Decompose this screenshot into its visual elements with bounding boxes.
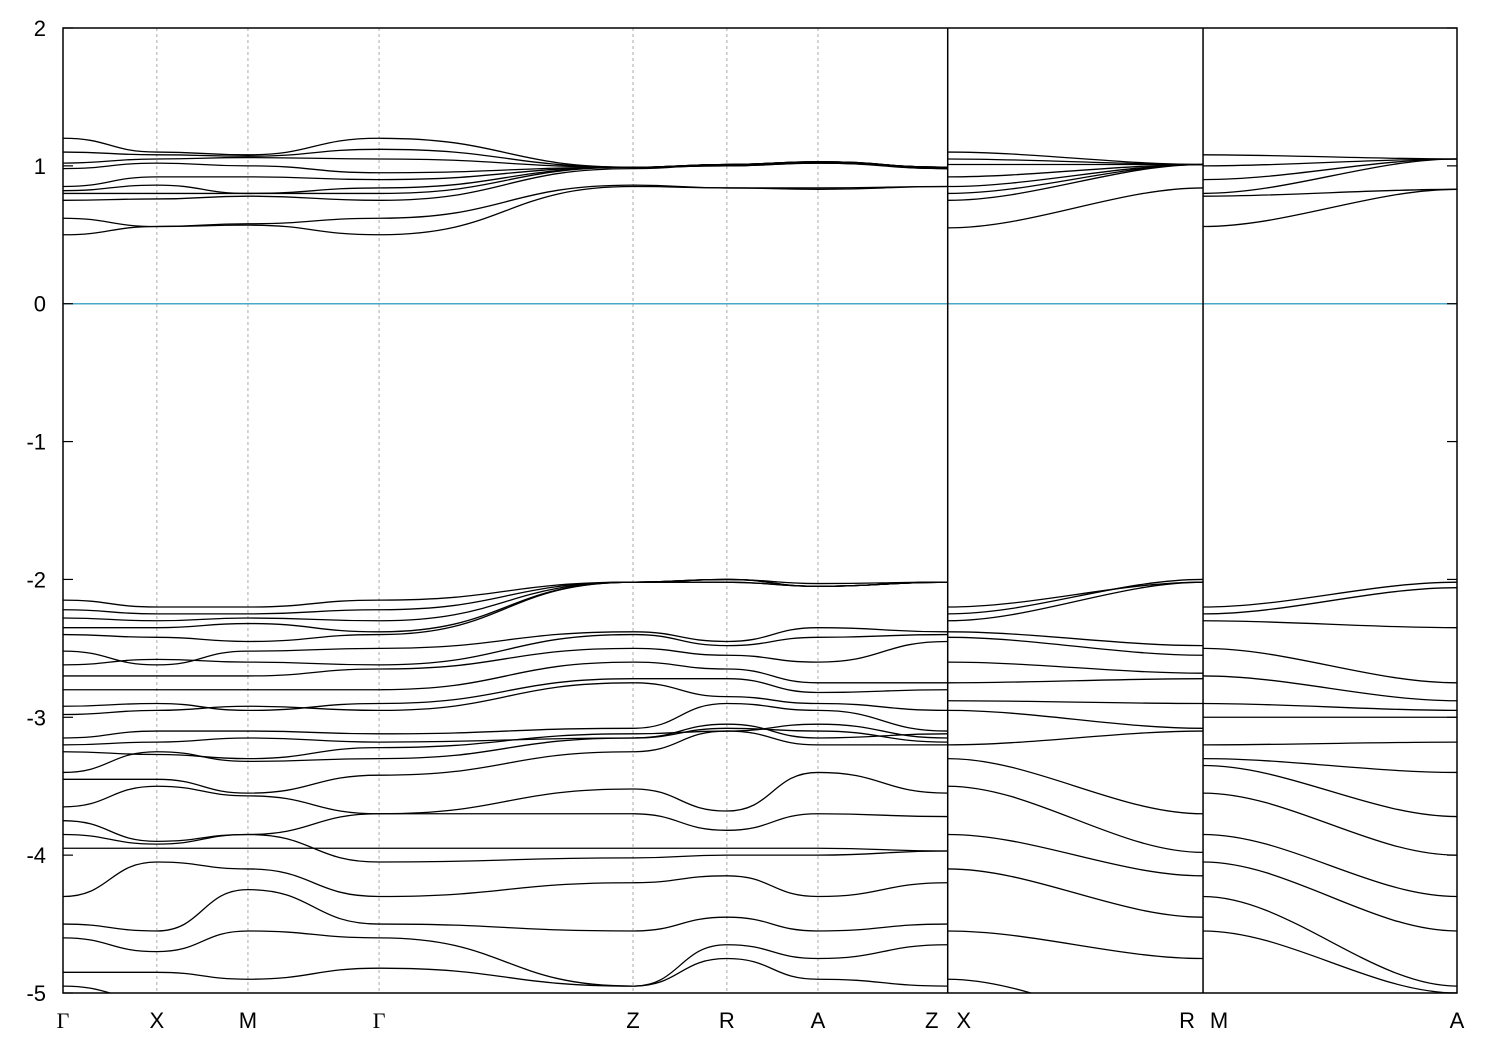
band-lines	[63, 137, 1457, 993]
band-line	[63, 730, 948, 794]
band-line	[1203, 620, 1457, 629]
band-line	[63, 640, 948, 677]
band-line	[947, 187, 1204, 229]
band-line	[1203, 741, 1457, 746]
band-line	[1203, 792, 1457, 856]
y-tick-label: -1	[26, 430, 46, 455]
x-kpoint-label: X	[150, 1008, 165, 1033]
x-kpoint-label: Z	[925, 1008, 938, 1033]
band-line	[63, 627, 948, 666]
plot-frame	[62, 27, 1458, 994]
band-line	[1203, 702, 1457, 712]
band-line	[947, 631, 1204, 647]
y-tick-label: -5	[26, 981, 46, 1006]
band-line	[63, 723, 948, 746]
band-line	[947, 578, 1204, 615]
x-kpoint-label: R	[1179, 1008, 1195, 1033]
y-tick-label: 1	[34, 154, 46, 179]
band-line	[947, 700, 1204, 705]
y-tick-label: 2	[34, 16, 46, 41]
band-line	[947, 833, 1204, 877]
band-line	[63, 847, 948, 852]
band-line	[947, 730, 1204, 746]
band-line	[1203, 188, 1457, 197]
band-line	[947, 868, 1204, 918]
band-line	[1203, 895, 1457, 987]
x-kpoint-label: R	[719, 1008, 735, 1033]
band-line	[947, 661, 1204, 674]
band-line	[63, 771, 948, 815]
band-line	[63, 833, 948, 863]
y-tick-label: -4	[26, 843, 46, 868]
band-line	[63, 957, 948, 987]
band-line	[947, 581, 1204, 608]
band-line	[1203, 675, 1457, 702]
band-line	[947, 757, 1204, 815]
band-line	[1203, 757, 1457, 774]
band-line	[63, 137, 948, 170]
plot-border	[62, 27, 1458, 994]
band-line	[947, 151, 1204, 166]
x-kpoint-label: A	[811, 1008, 826, 1033]
band-line	[63, 727, 948, 774]
band-line	[63, 682, 948, 716]
band-line	[1203, 833, 1457, 898]
band-line	[1203, 581, 1457, 608]
y-tick-label: -2	[26, 567, 46, 592]
y-tick-label: 0	[34, 292, 46, 317]
band-line	[63, 184, 948, 228]
grid-lines	[156, 28, 819, 993]
band-line	[63, 661, 948, 691]
band-line	[63, 578, 948, 608]
y-axis-ticks: 2 1 0 -1 -2 -3 -4 -5	[26, 16, 1457, 1006]
x-kpoint-label: A	[1450, 1008, 1465, 1033]
band-line	[947, 709, 1204, 729]
band-line	[63, 930, 948, 987]
y-tick-label: -3	[26, 705, 46, 730]
x-kpoint-label: M	[1210, 1008, 1228, 1033]
x-kpoint-label: Z	[626, 1008, 639, 1033]
band-line	[1203, 647, 1457, 684]
x-kpoint-label: X	[956, 1008, 971, 1033]
band-line	[63, 578, 948, 615]
band-line	[947, 636, 1204, 656]
band-line	[947, 930, 1204, 960]
band-line	[1203, 154, 1457, 160]
band-line	[1203, 764, 1457, 818]
band-line	[947, 978, 1034, 993]
band-line	[63, 678, 948, 712]
x-kpoint-label: M	[239, 1008, 257, 1033]
band-line	[63, 723, 948, 760]
band-line	[947, 785, 1204, 854]
x-kpoint-label: Γ	[373, 1008, 386, 1033]
band-line	[947, 678, 1204, 684]
band-line	[63, 633, 948, 666]
band-line	[1203, 188, 1457, 228]
band-line	[63, 813, 948, 843]
x-kpoint-label: Γ	[57, 1008, 70, 1033]
band-line	[63, 148, 948, 168]
band-line	[1203, 930, 1457, 993]
band-line	[63, 861, 948, 898]
band-line	[1203, 587, 1457, 615]
band-line	[63, 702, 948, 739]
band-line	[63, 888, 948, 932]
band-line	[1203, 861, 1457, 932]
